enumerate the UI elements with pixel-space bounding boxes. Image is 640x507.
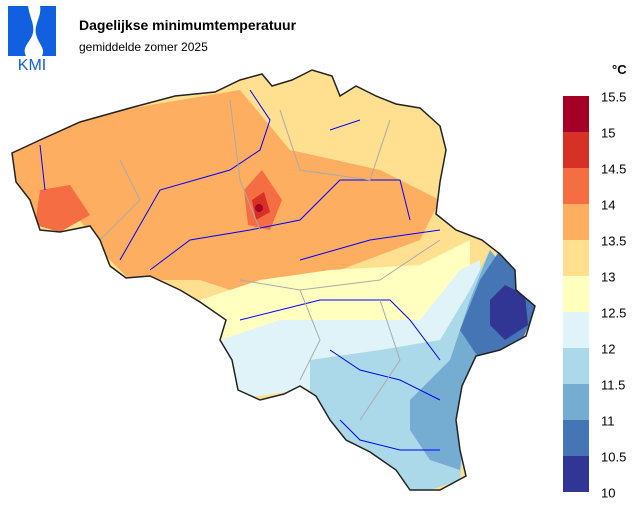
- legend-tick-label: 11.5: [601, 377, 626, 393]
- legend-tick-label: 13: [601, 269, 616, 285]
- legend-band: [563, 384, 589, 420]
- legend-band: [563, 312, 589, 348]
- legend-band: [563, 420, 589, 456]
- legend-tick-label: 10: [601, 485, 616, 501]
- kmi-logo: KMI: [8, 6, 56, 72]
- legend-band: [563, 348, 589, 384]
- map-subtitle: gemiddelde zomer 2025: [79, 40, 208, 54]
- legend-tick-label: 13.5: [601, 233, 627, 249]
- legend-tick-label: 12: [601, 341, 616, 357]
- zone-14-14.5: [35, 185, 90, 232]
- legend-band: [563, 456, 589, 492]
- legend-tick-label: 15.5: [601, 89, 627, 105]
- legend-tick-label: 10.5: [601, 449, 627, 465]
- legend-tick-label: 15: [601, 125, 616, 141]
- svg-text:KMI: KMI: [18, 57, 46, 72]
- legend-band: [563, 276, 589, 312]
- legend-tick-label: 14.5: [601, 161, 627, 177]
- map-title: Dagelijkse minimumtemperatuur: [79, 17, 297, 33]
- zone-10-10.5: [490, 285, 528, 340]
- color-legend: [563, 96, 589, 492]
- zone-13-north: [290, 70, 450, 180]
- legend-band: [563, 204, 589, 240]
- legend-band: [563, 168, 589, 204]
- legend-band: [563, 96, 589, 132]
- legend-tick-label: 11: [601, 413, 615, 429]
- legend-tick-label: 12.5: [601, 305, 627, 321]
- temperature-map: [11, 69, 536, 491]
- province-borders: [99, 99, 441, 421]
- legend-band: [563, 132, 589, 168]
- legend-unit: °C: [612, 62, 627, 77]
- zone-15-15.5: [255, 204, 263, 212]
- legend-band: [563, 240, 589, 276]
- legend-tick-label: 14: [601, 197, 616, 213]
- zone-13.5-14-west: [12, 90, 440, 300]
- rivers: [39, 89, 441, 451]
